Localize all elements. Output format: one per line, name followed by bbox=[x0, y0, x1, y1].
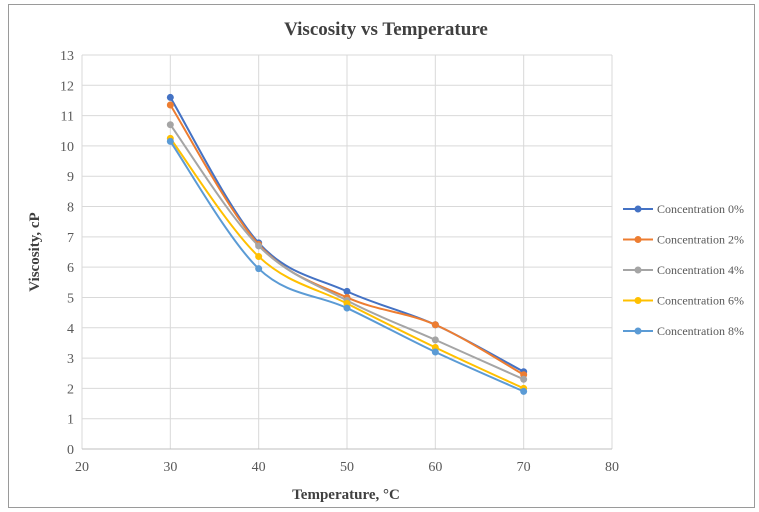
x-axis-title: Temperature, °C bbox=[292, 487, 400, 503]
legend-label: Concentration 6% bbox=[657, 294, 744, 308]
y-tick-label: 5 bbox=[67, 291, 74, 306]
x-tick-label: 60 bbox=[428, 460, 442, 475]
legend-label: Concentration 8% bbox=[657, 324, 744, 338]
y-tick-label: 4 bbox=[67, 322, 74, 337]
legend-item: Concentration 8% bbox=[623, 324, 744, 338]
legend: Concentration 0% Concentration 2% Concentr… bbox=[623, 202, 744, 338]
gridlines bbox=[81, 54, 613, 449]
data-point bbox=[255, 265, 263, 273]
x-tick-label: 70 bbox=[517, 460, 531, 475]
line-chart: Viscosity vs Temperature 012345678910111… bbox=[27, 19, 744, 503]
y-axis-title: Viscosity, cP bbox=[27, 212, 43, 291]
legend-marker bbox=[634, 266, 642, 274]
data-point bbox=[343, 287, 351, 295]
legend-label: Concentration 2% bbox=[657, 233, 744, 247]
data-point bbox=[166, 137, 174, 145]
x-tick-label: 40 bbox=[252, 460, 266, 475]
y-tick-label: 6 bbox=[67, 261, 74, 276]
legend-marker bbox=[634, 297, 642, 304]
data-point bbox=[166, 121, 174, 129]
series-line bbox=[169, 124, 525, 381]
data-point bbox=[166, 101, 174, 109]
chart-frame: Viscosity vs Temperature 0 1 2 3 4 5 6 7 8 9 10 11 1… bbox=[8, 4, 755, 508]
data-point bbox=[431, 336, 439, 344]
y-tick-label: 11 bbox=[61, 110, 74, 125]
y-tick-label: 10 bbox=[60, 140, 74, 155]
series-lines bbox=[166, 93, 528, 395]
legend-label: Concentration 0% bbox=[657, 202, 744, 216]
y-tick-label: 2 bbox=[67, 382, 74, 397]
y-tick-label: 8 bbox=[67, 201, 74, 216]
series-2 bbox=[166, 121, 528, 383]
chart-title: Viscosity vs Temperature bbox=[284, 19, 488, 40]
x-tick-label: 30 bbox=[163, 460, 177, 475]
legend-marker bbox=[634, 205, 642, 213]
series-line bbox=[169, 140, 525, 393]
x-tick-label: 50 bbox=[340, 460, 354, 475]
series-line bbox=[169, 137, 525, 390]
data-point bbox=[255, 242, 263, 250]
series-4 bbox=[166, 137, 528, 395]
data-point bbox=[255, 253, 263, 261]
data-point bbox=[520, 375, 528, 383]
legend-item: Concentration 6% bbox=[623, 294, 744, 308]
legend-item: Concentration 0% bbox=[623, 202, 744, 216]
legend-marker bbox=[634, 327, 642, 335]
y-tick-label: 9 bbox=[67, 170, 74, 185]
legend-item: Concentration 4% bbox=[623, 263, 744, 277]
x-tick-label: 20 bbox=[75, 460, 89, 475]
y-tick-label: 3 bbox=[67, 352, 74, 367]
series-line bbox=[169, 104, 525, 376]
x-tick-label: 80 bbox=[605, 460, 619, 475]
y-tick-label: 13 bbox=[60, 49, 74, 64]
legend-item: Concentration 2% bbox=[623, 233, 744, 247]
y-tick-label: 7 bbox=[67, 231, 74, 246]
data-point bbox=[520, 387, 528, 395]
legend-marker bbox=[634, 236, 642, 243]
data-point bbox=[431, 348, 439, 356]
data-point bbox=[166, 93, 174, 101]
y-tick-label: 1 bbox=[67, 413, 74, 428]
data-point bbox=[343, 304, 351, 312]
y-tick-label: 0 bbox=[67, 443, 74, 458]
legend-label: Concentration 4% bbox=[657, 263, 744, 277]
y-tick-label: 12 bbox=[60, 79, 74, 94]
data-point bbox=[431, 321, 439, 329]
